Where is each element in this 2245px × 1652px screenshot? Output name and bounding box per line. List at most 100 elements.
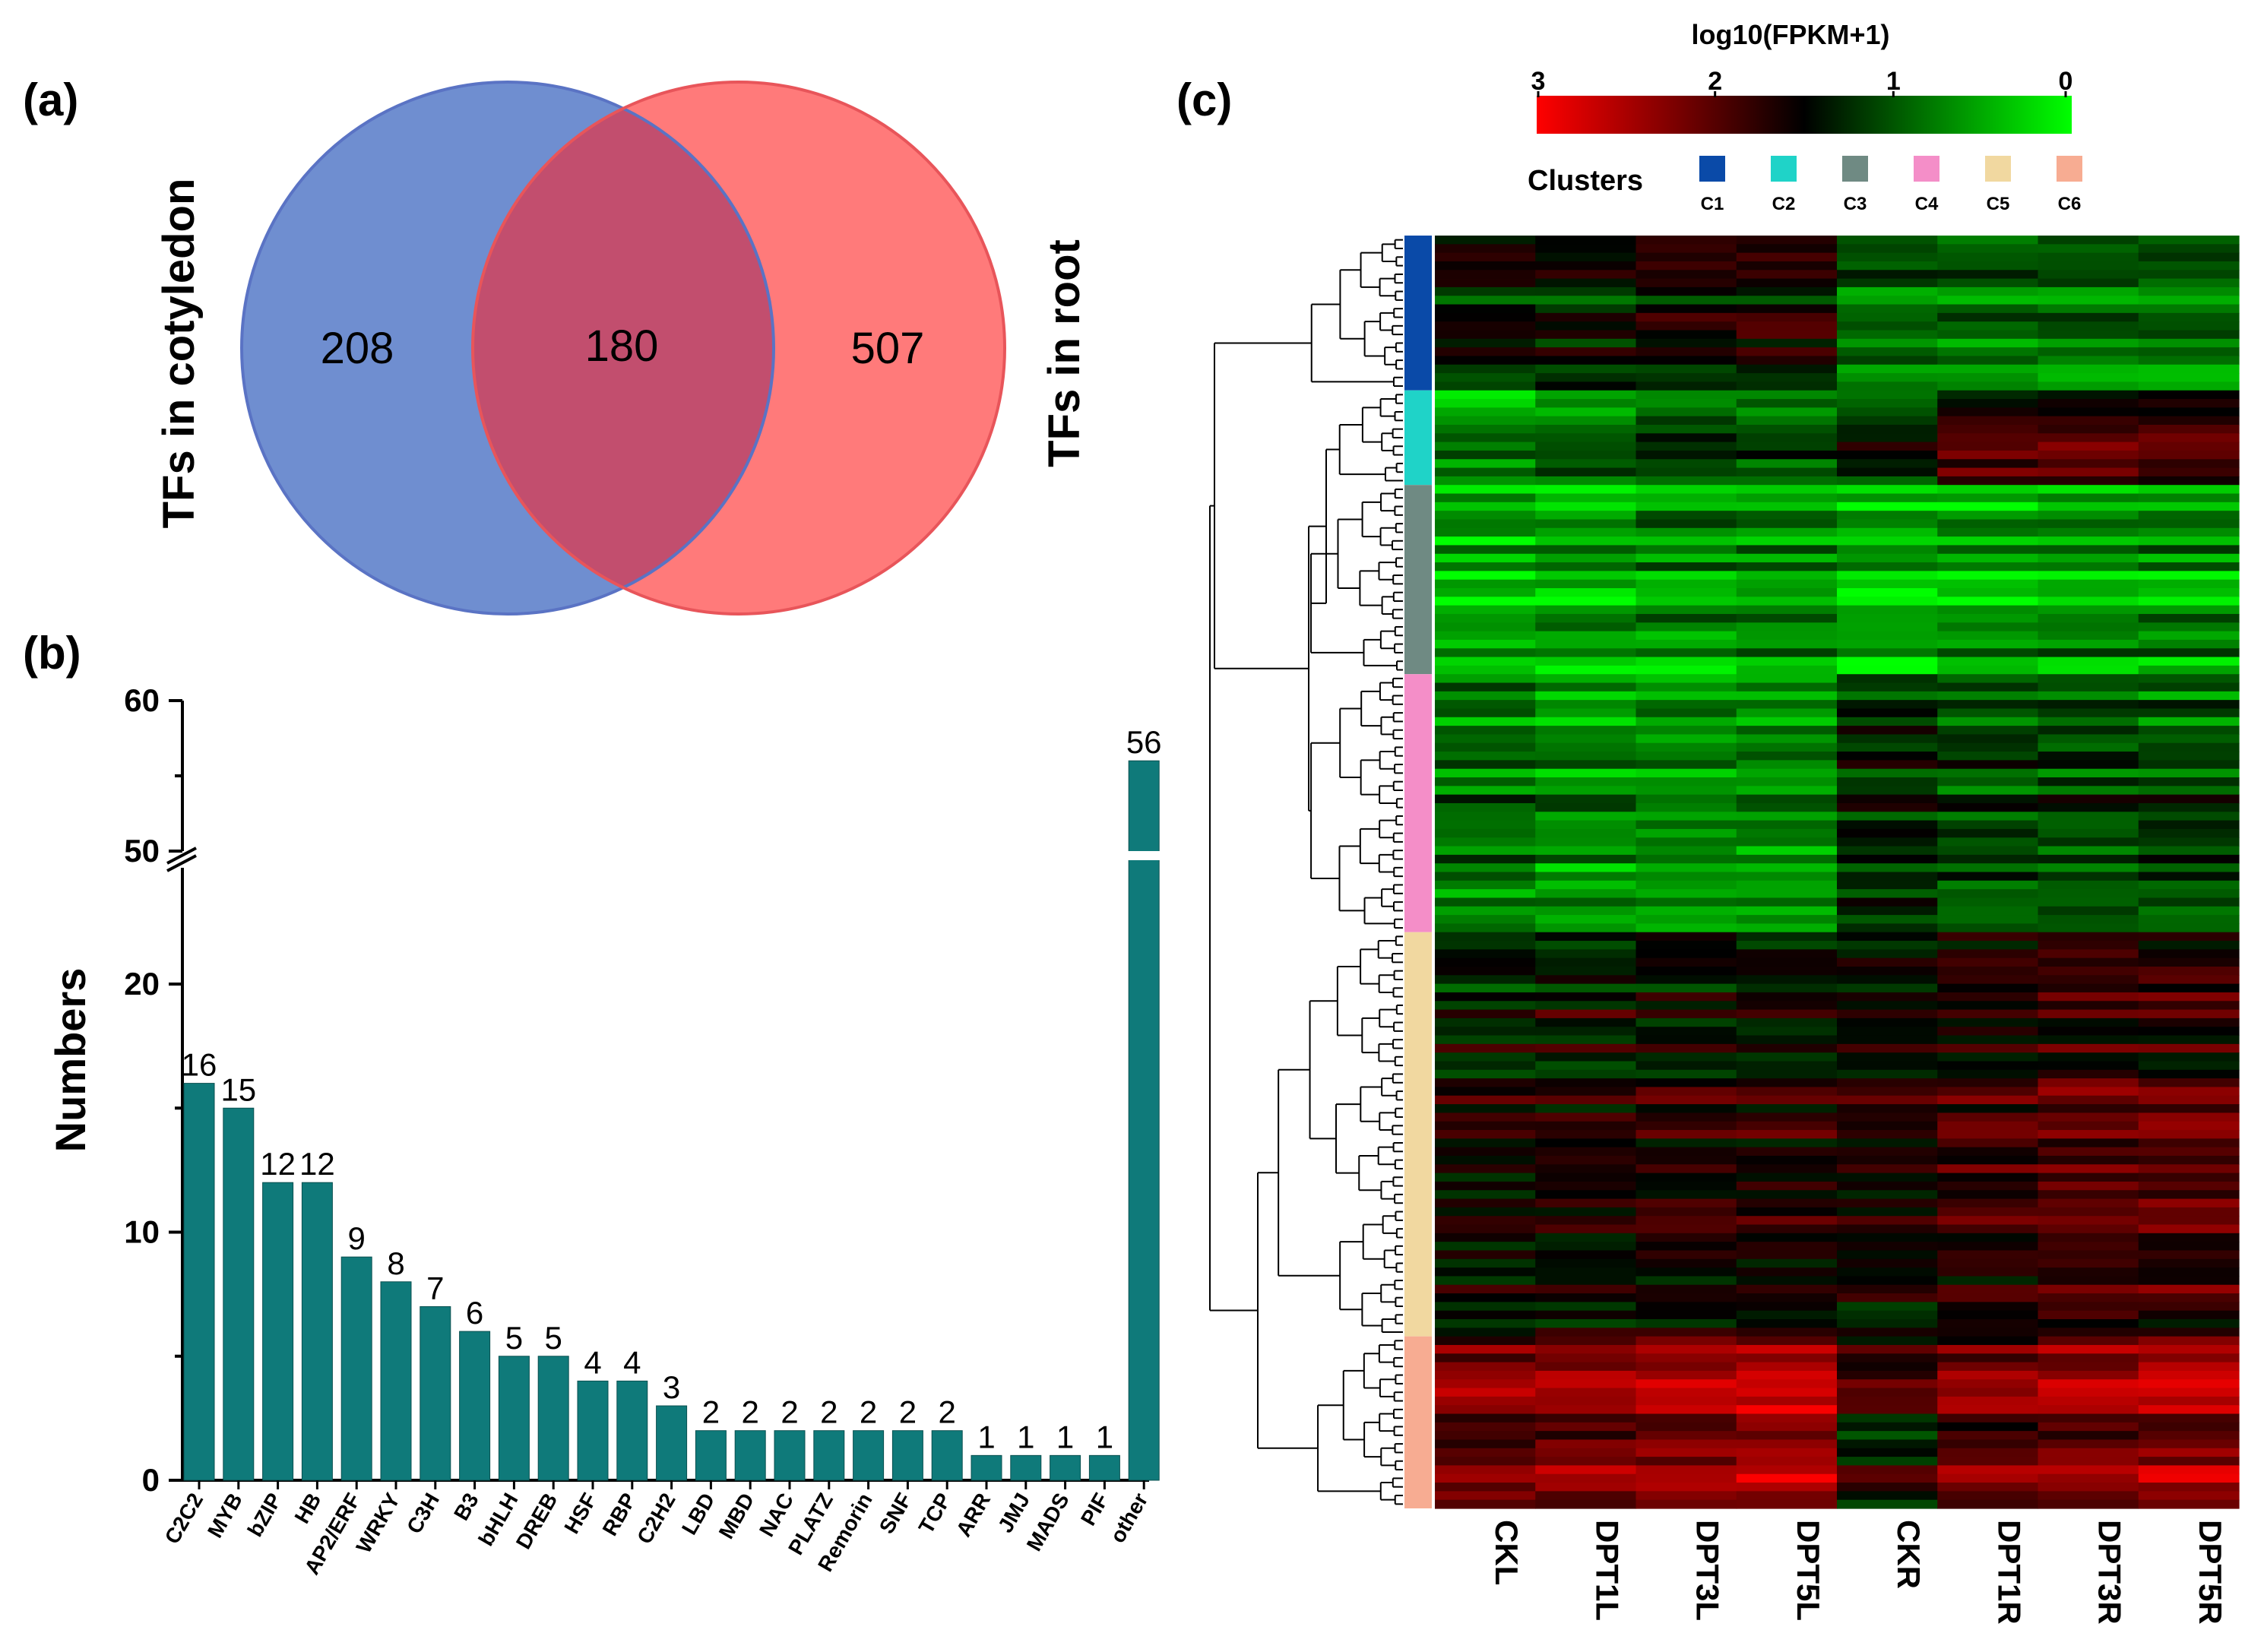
heatmap-cell	[2138, 330, 2240, 340]
heatmap-cell	[1635, 330, 1737, 340]
heatmap-cell	[1736, 407, 1838, 417]
heatmap-cell	[1837, 1293, 1938, 1302]
heatmap-cell	[2138, 338, 2240, 348]
heatmap-cell	[1535, 1370, 1637, 1380]
heatmap-cell	[1435, 975, 1536, 985]
heatmap-cell	[1837, 742, 1938, 752]
heatmap-cell	[1837, 613, 1938, 623]
heatmap-cell	[1837, 579, 1938, 589]
heatmap-cell	[1837, 407, 1938, 417]
heatmap-cell	[1535, 1198, 1637, 1208]
heatmap-cell	[2138, 682, 2240, 692]
heatmap-cell	[2138, 923, 2240, 933]
heatmap-cell	[1837, 312, 1938, 322]
bar-value-label: 2	[742, 1394, 759, 1430]
panel-b-label: (b)	[23, 628, 81, 679]
heatmap-cell	[1535, 1130, 1637, 1139]
heatmap-cell	[1535, 1069, 1637, 1079]
heatmap-cell	[1937, 571, 2039, 581]
heatmap-cell	[1535, 742, 1637, 752]
heatmap-cell	[1635, 1258, 1737, 1268]
heatmap-cell	[1937, 1181, 2039, 1191]
heatmap-cell	[1535, 752, 1637, 761]
venn-root-label: TFs in root	[1040, 239, 1089, 467]
heatmap-cell	[1435, 760, 1536, 770]
heatmap-cell	[2138, 286, 2240, 296]
heatmap-cell	[1635, 717, 1737, 726]
heatmap-cell	[1635, 441, 1737, 451]
heatmap-cell	[1736, 1035, 1838, 1045]
heatmap-cell	[1837, 691, 1938, 701]
heatmap-cell	[1937, 1396, 2039, 1406]
heatmap-cell	[1937, 846, 2039, 856]
category-label: C2H2	[632, 1489, 680, 1549]
heatmap-cell	[1635, 1242, 1737, 1252]
heatmap-cell	[1635, 261, 1737, 271]
heatmap-cell	[1535, 330, 1637, 340]
heatmap-cell	[1937, 493, 2039, 503]
heatmap-cell	[1736, 1499, 1838, 1509]
heatmap-cell	[1435, 1267, 1536, 1277]
heatmap-cell	[2138, 941, 2240, 950]
heatmap-cell	[1535, 304, 1637, 314]
bar-value-label: 4	[623, 1344, 641, 1380]
heatmap-cell	[1837, 1439, 1938, 1449]
heatmap-cell	[2038, 812, 2139, 821]
heatmap-cell	[2038, 708, 2139, 718]
heatmap-cell	[2038, 527, 2139, 537]
heatmap-cell	[1837, 915, 1938, 925]
heatmap-cell	[1535, 270, 1637, 280]
heatmap-cell	[2038, 1061, 2139, 1071]
heatmap-cell	[2138, 1258, 2240, 1268]
heatmap-cell	[1435, 786, 1536, 796]
heatmap-cell	[2138, 949, 2240, 959]
heatmap-cell	[1535, 321, 1637, 331]
bar-value-label: 2	[781, 1394, 798, 1430]
heatmap-cell	[2138, 915, 2240, 925]
heatmap-cell	[2038, 768, 2139, 778]
heatmap-cell	[1837, 1431, 1938, 1441]
bar-value-label: 1	[1017, 1419, 1034, 1454]
heatmap-cell	[1635, 1061, 1737, 1071]
heatmap-cell	[1535, 1009, 1637, 1019]
heatmap-cell	[1837, 622, 1938, 632]
heatmap-cell	[2038, 966, 2139, 976]
heatmap-cell	[1535, 1181, 1637, 1191]
heatmap-cell	[2138, 648, 2240, 658]
venn-root-only-count: 507	[851, 324, 925, 373]
cluster-legend-swatch	[1914, 156, 1939, 182]
heatmap-cell	[1435, 691, 1536, 701]
heatmap-cell	[1435, 777, 1536, 786]
heatmap-cell	[1435, 1155, 1536, 1165]
heatmap-cell	[1535, 1267, 1637, 1277]
heatmap-cell	[1736, 1276, 1838, 1286]
heatmap-cell	[2138, 1242, 2240, 1252]
heatmap-cell	[1535, 553, 1637, 563]
heatmap-cell	[2038, 1491, 2139, 1501]
heatmap-cell	[1937, 1027, 2039, 1036]
heatmap-cell	[1837, 433, 1938, 443]
heatmap-cell	[1736, 605, 1838, 615]
heatmap-cell	[1435, 941, 1536, 950]
heatmap-cell	[1937, 1293, 2039, 1302]
heatmap-cell	[1635, 244, 1737, 254]
heatmap-cell	[2138, 897, 2240, 907]
heatmap-cell	[1837, 536, 1938, 546]
heatmap-cell	[1837, 236, 1938, 245]
heatmap-cell	[1837, 1473, 1938, 1483]
heatmap-cell	[1736, 1362, 1838, 1372]
heatmap-cell	[1736, 923, 1838, 933]
heatmap-cell	[2138, 1207, 2240, 1217]
heatmap-cell	[1837, 364, 1938, 374]
heatmap-cell	[1837, 1138, 1938, 1148]
heatmap-cell	[2138, 932, 2240, 942]
heatmap-cell	[2138, 545, 2240, 555]
heatmap-cell	[1837, 992, 1938, 1002]
heatmap-cell	[1535, 708, 1637, 718]
heatmap-cell	[2138, 321, 2240, 331]
heatmap-cell	[1837, 949, 1938, 959]
heatmap-cell	[1635, 1198, 1737, 1208]
heatmap-cell	[1736, 1017, 1838, 1027]
heatmap-cell	[1837, 1121, 1938, 1131]
